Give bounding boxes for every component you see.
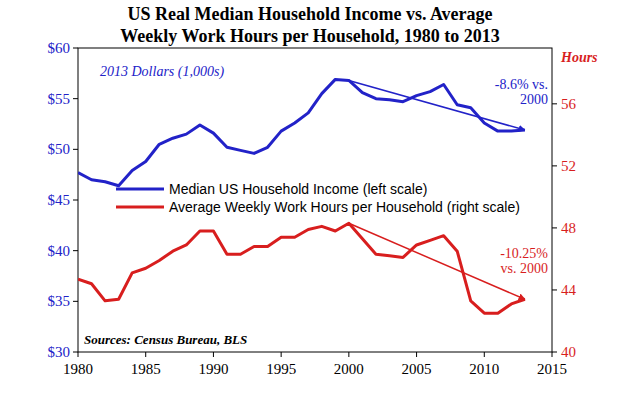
legend-swatch [116,206,164,209]
x-tick-label: 2015 [537,361,567,377]
x-tick-label: 1990 [198,361,228,377]
y-tick-label: $45 [48,192,71,208]
y2-tick-label: 52 [561,158,576,174]
y-tick-label: $35 [48,293,71,309]
x-tick-label: 2000 [334,361,364,377]
y2-tick-label: 48 [561,220,576,236]
plot-frame [78,48,552,352]
y2-tick-label: 56 [561,96,577,112]
y-tick [73,98,78,99]
y2-tick [552,103,557,104]
title: US Real Median Household Income vs. Aver… [127,4,492,24]
series-line [78,79,525,185]
legend-label: Average Weekly Work Hours per Household … [169,199,520,215]
y-tick [73,200,78,201]
annotation-text: -8.6% vs. [495,77,548,92]
x-tick [484,352,485,357]
x-tick-label: 1995 [266,361,296,377]
annotation-arrow [349,223,525,299]
x-tick-label: 2010 [469,361,499,377]
y2-tick [552,289,557,290]
x-tick-label: 1985 [131,361,161,377]
annotation-text: vs. 2000 [501,261,548,276]
y-tick [73,48,78,49]
annotation-text: 2000 [520,92,548,107]
legend-label: Median US Household Income (left scale) [169,181,427,197]
title: Weekly Work Hours per Household, 1980 to… [120,26,499,46]
y-tick [73,301,78,302]
x-tick [552,352,553,357]
x-tick-label: 1980 [63,361,93,377]
annotation-text: -10.25% [500,246,548,261]
x-tick [416,352,417,357]
y-tick-label: $55 [48,91,71,107]
y2-tick-label: 40 [561,344,576,360]
x-tick [213,352,214,357]
y-tick-label: $60 [48,40,71,56]
y-tick-label: $30 [48,344,71,360]
series-line [78,223,525,313]
y-tick [73,250,78,251]
x-tick [348,352,349,357]
y2-tick [552,227,557,228]
x-tick [145,352,146,357]
y-tick [73,352,78,353]
y2-tick-label: 44 [561,282,577,298]
x-tick-label: 2005 [402,361,432,377]
y-tick-label: $50 [48,141,71,157]
x-tick [78,352,79,357]
y-tick [73,149,78,150]
y2-tick [552,165,557,166]
subtitle: 2013 Dollars (1,000s) [100,64,224,80]
y-tick-label: $40 [48,243,71,259]
source: Sources: Census Bureau, BLS [84,332,247,347]
y2-axis-label: Hours [560,50,598,65]
legend-swatch [116,188,164,191]
y2-tick [552,352,557,353]
plot-area [78,79,525,313]
x-tick [281,352,282,357]
chart: US Real Median Household Income vs. Aver… [0,0,620,407]
